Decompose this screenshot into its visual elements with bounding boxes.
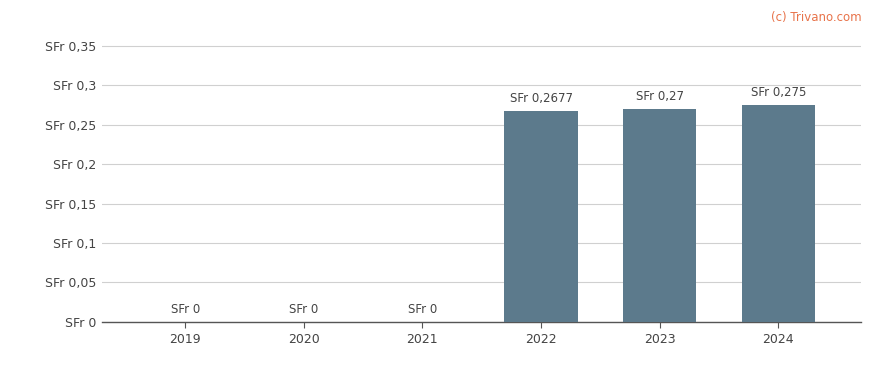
Text: SFr 0: SFr 0 <box>408 303 437 316</box>
Bar <box>504 111 578 322</box>
Text: SFr 0: SFr 0 <box>170 303 200 316</box>
Text: SFr 0,27: SFr 0,27 <box>636 90 684 103</box>
Text: SFr 0: SFr 0 <box>289 303 319 316</box>
Bar <box>622 109 696 322</box>
Text: (c) Trivano.com: (c) Trivano.com <box>771 11 861 24</box>
Bar <box>741 105 815 322</box>
Text: SFr 0,2677: SFr 0,2677 <box>510 92 573 105</box>
Text: SFr 0,275: SFr 0,275 <box>750 86 806 99</box>
